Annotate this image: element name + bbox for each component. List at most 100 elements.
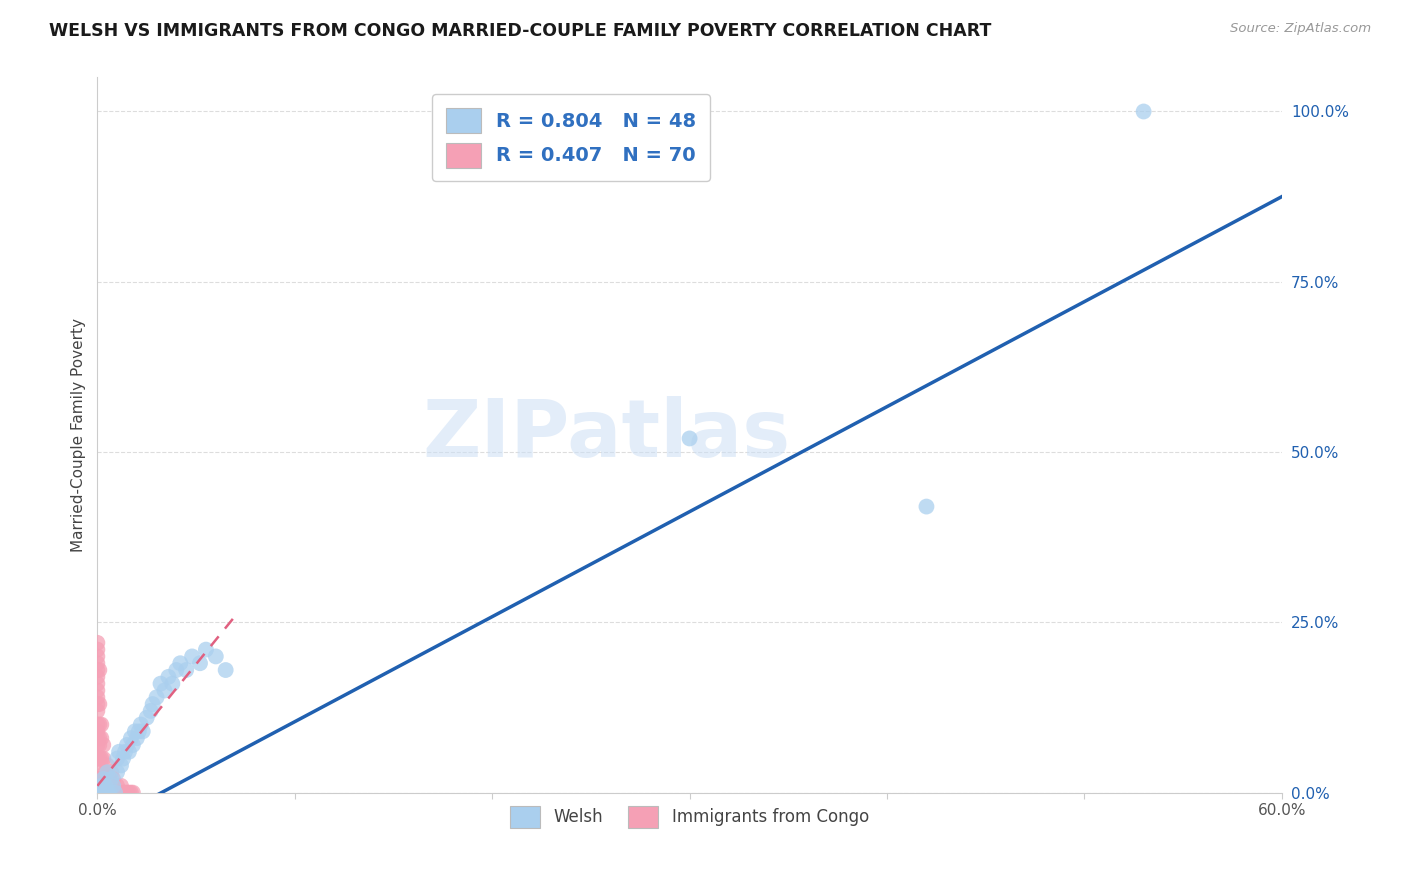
Point — [104, 786, 127, 800]
Point — [122, 786, 145, 800]
Point — [86, 663, 108, 677]
Point — [89, 717, 111, 731]
Point — [194, 642, 217, 657]
Point — [110, 779, 132, 793]
Point — [174, 663, 197, 677]
Point — [96, 779, 118, 793]
Point — [86, 786, 108, 800]
Point — [111, 786, 134, 800]
Point — [100, 786, 122, 800]
Point — [86, 786, 108, 800]
Point — [89, 772, 111, 786]
Point — [86, 636, 108, 650]
Point — [139, 704, 162, 718]
Point — [153, 683, 176, 698]
Point — [114, 786, 136, 800]
Point — [678, 432, 700, 446]
Point — [96, 786, 118, 800]
Point — [89, 731, 111, 746]
Point — [114, 745, 136, 759]
Point — [86, 786, 108, 800]
Point — [100, 772, 122, 786]
Point — [86, 717, 108, 731]
Point — [86, 772, 108, 786]
Text: ZIPatlas: ZIPatlas — [423, 396, 790, 474]
Point — [101, 779, 124, 793]
Point — [188, 657, 211, 671]
Point — [91, 751, 114, 765]
Point — [89, 779, 111, 793]
Point — [86, 731, 108, 746]
Point — [86, 683, 108, 698]
Point — [86, 724, 108, 739]
Point — [89, 786, 111, 800]
Point — [86, 697, 108, 711]
Point — [128, 724, 150, 739]
Point — [108, 786, 131, 800]
Point — [204, 649, 226, 664]
Point — [115, 738, 138, 752]
Point — [149, 676, 172, 690]
Text: WELSH VS IMMIGRANTS FROM CONGO MARRIED-COUPLE FAMILY POVERTY CORRELATION CHART: WELSH VS IMMIGRANTS FROM CONGO MARRIED-C… — [49, 22, 991, 40]
Point — [129, 717, 152, 731]
Point — [115, 786, 138, 800]
Point — [90, 731, 112, 746]
Point — [100, 765, 122, 780]
Point — [169, 657, 191, 671]
Point — [86, 786, 108, 800]
Point — [89, 663, 111, 677]
Point — [181, 649, 204, 664]
Point — [98, 786, 121, 800]
Y-axis label: Married-Couple Family Poverty: Married-Couple Family Poverty — [72, 318, 86, 552]
Point — [94, 779, 117, 793]
Point — [122, 738, 145, 752]
Point — [86, 676, 108, 690]
Legend: Welsh, Immigrants from Congo: Welsh, Immigrants from Congo — [503, 799, 876, 834]
Text: Source: ZipAtlas.com: Source: ZipAtlas.com — [1230, 22, 1371, 36]
Point — [90, 779, 112, 793]
Point — [86, 642, 108, 657]
Point — [86, 786, 108, 800]
Point — [1132, 104, 1154, 119]
Point — [145, 690, 167, 705]
Point — [132, 724, 155, 739]
Point — [90, 772, 112, 786]
Point — [86, 786, 108, 800]
Point — [86, 657, 108, 671]
Point — [86, 786, 108, 800]
Point — [86, 751, 108, 765]
Point — [157, 670, 180, 684]
Point — [120, 786, 142, 800]
Point — [89, 738, 111, 752]
Point — [135, 711, 157, 725]
Point — [142, 697, 165, 711]
Point — [96, 758, 118, 772]
Point — [915, 500, 938, 514]
Point — [90, 717, 112, 731]
Point — [86, 786, 108, 800]
Point — [90, 779, 112, 793]
Point — [86, 758, 108, 772]
Point — [110, 758, 132, 772]
Point — [90, 786, 112, 800]
Point — [94, 786, 117, 800]
Point — [86, 690, 108, 705]
Point — [91, 772, 114, 786]
Point — [124, 724, 146, 739]
Point — [90, 786, 112, 800]
Point — [120, 731, 142, 746]
Point — [86, 786, 108, 800]
Point — [98, 786, 121, 800]
Point — [105, 765, 128, 780]
Point — [89, 751, 111, 765]
Point — [108, 745, 131, 759]
Point — [89, 786, 111, 800]
Point — [98, 772, 121, 786]
Point — [165, 663, 187, 677]
Point — [105, 751, 128, 765]
Point — [118, 786, 141, 800]
Point — [89, 786, 111, 800]
Point — [86, 786, 108, 800]
Point — [215, 663, 238, 677]
Point — [86, 786, 108, 800]
